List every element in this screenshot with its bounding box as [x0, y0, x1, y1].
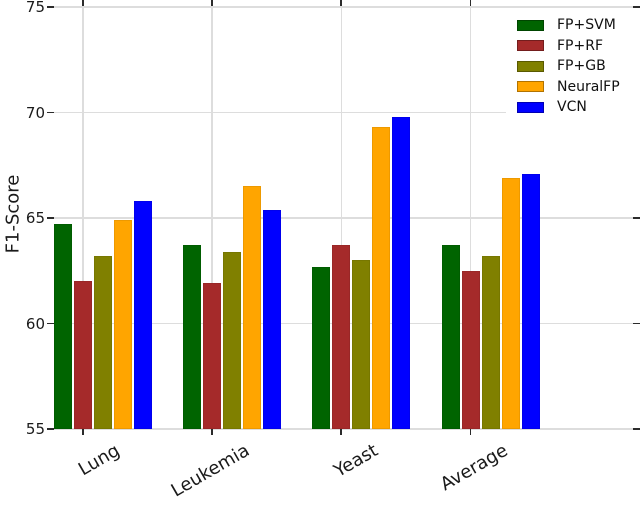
legend-label: FP+RF — [557, 37, 604, 54]
y-gridline — [54, 111, 640, 114]
legend-label: FP+GB — [557, 58, 606, 75]
x-tick-mark-top — [211, 0, 214, 6]
x-tick-mark-bottom — [82, 429, 84, 435]
x-tick-mark-bottom — [211, 429, 214, 435]
x-tick-mark-bottom — [340, 429, 343, 435]
x-tick-mark-top — [340, 0, 343, 6]
y-gridline — [54, 428, 640, 430]
bar-lung-fp+gb — [94, 255, 112, 429]
legend: FP+SVM FP+RF FP+GB NeuralFP VCN — [506, 12, 640, 133]
x-gridline — [211, 4, 213, 429]
y-tick-mark-left — [47, 217, 54, 219]
bar-leukemia-fp+svm — [183, 245, 202, 429]
legend-label: NeuralFP — [557, 78, 620, 95]
bar-leukemia-fp+gb — [223, 251, 242, 429]
legend-item: FP+SVM — [506, 15, 640, 36]
legend-swatch-neuralfp — [517, 81, 544, 93]
y-gridline — [54, 6, 640, 8]
y-tick-label: 75 — [25, 0, 45, 16]
bar-leukemia-neuralfp — [243, 186, 262, 429]
x-gridline — [469, 4, 472, 429]
y-tick-mark-right — [633, 6, 640, 8]
y-tick-label: 55 — [25, 420, 45, 438]
bar-yeast-fp+gb — [352, 260, 371, 429]
bar-average-neuralfp — [501, 177, 520, 429]
legend-swatch-fp+rf — [517, 40, 544, 52]
y-tick-label: 70 — [25, 103, 45, 122]
y-tick-label: 65 — [25, 209, 45, 227]
x-tick-mark-top — [469, 0, 472, 6]
bar-lung-vcn — [134, 201, 152, 429]
x-gridline — [82, 4, 84, 429]
bar-lung-neuralfp — [114, 220, 132, 429]
y-tick-mark-right — [633, 217, 640, 219]
x-tick-mark-top — [82, 0, 84, 6]
x-tick-label: Average — [436, 440, 512, 496]
y-tick-mark-left — [47, 111, 54, 114]
bar-yeast-fp+rf — [332, 245, 351, 429]
bar-yeast-fp+svm — [312, 266, 331, 429]
x-tick-label: Yeast — [330, 440, 382, 482]
y-tick-label: 60 — [25, 314, 45, 333]
legend-label: VCN — [557, 99, 587, 116]
y-tick-mark-left — [47, 6, 54, 8]
x-tick-label: Leukemia — [167, 440, 253, 502]
y-tick-mark-right — [633, 428, 640, 430]
y-tick-mark-left — [47, 322, 54, 325]
x-tick-mark-bottom — [469, 429, 472, 435]
legend-item: FP+RF — [506, 36, 640, 57]
y-tick-mark-right — [633, 322, 640, 325]
legend-item: NeuralFP — [506, 77, 640, 98]
x-gridline — [340, 4, 343, 429]
bar-leukemia-vcn — [263, 209, 282, 429]
bar-average-vcn — [521, 173, 540, 429]
bar-yeast-neuralfp — [372, 127, 391, 429]
legend-swatch-fp+gb — [517, 60, 544, 72]
x-tick-label: Lung — [74, 440, 124, 481]
bar-average-fp+gb — [481, 255, 500, 429]
legend-swatch-vcn — [517, 101, 544, 113]
legend-label: FP+SVM — [557, 17, 616, 34]
bar-yeast-vcn — [392, 116, 411, 429]
bar-lung-fp+svm — [54, 224, 72, 429]
legend-swatch-fp+svm — [517, 19, 544, 31]
legend-item: VCN — [506, 97, 640, 118]
y-tick-mark-left — [47, 428, 54, 430]
bar-leukemia-fp+rf — [203, 283, 222, 429]
bar-lung-fp+rf — [74, 281, 92, 429]
legend-item: FP+GB — [506, 56, 640, 77]
bar-average-fp+svm — [441, 245, 460, 429]
bar-average-fp+rf — [461, 270, 480, 429]
y-gridline — [54, 217, 640, 219]
